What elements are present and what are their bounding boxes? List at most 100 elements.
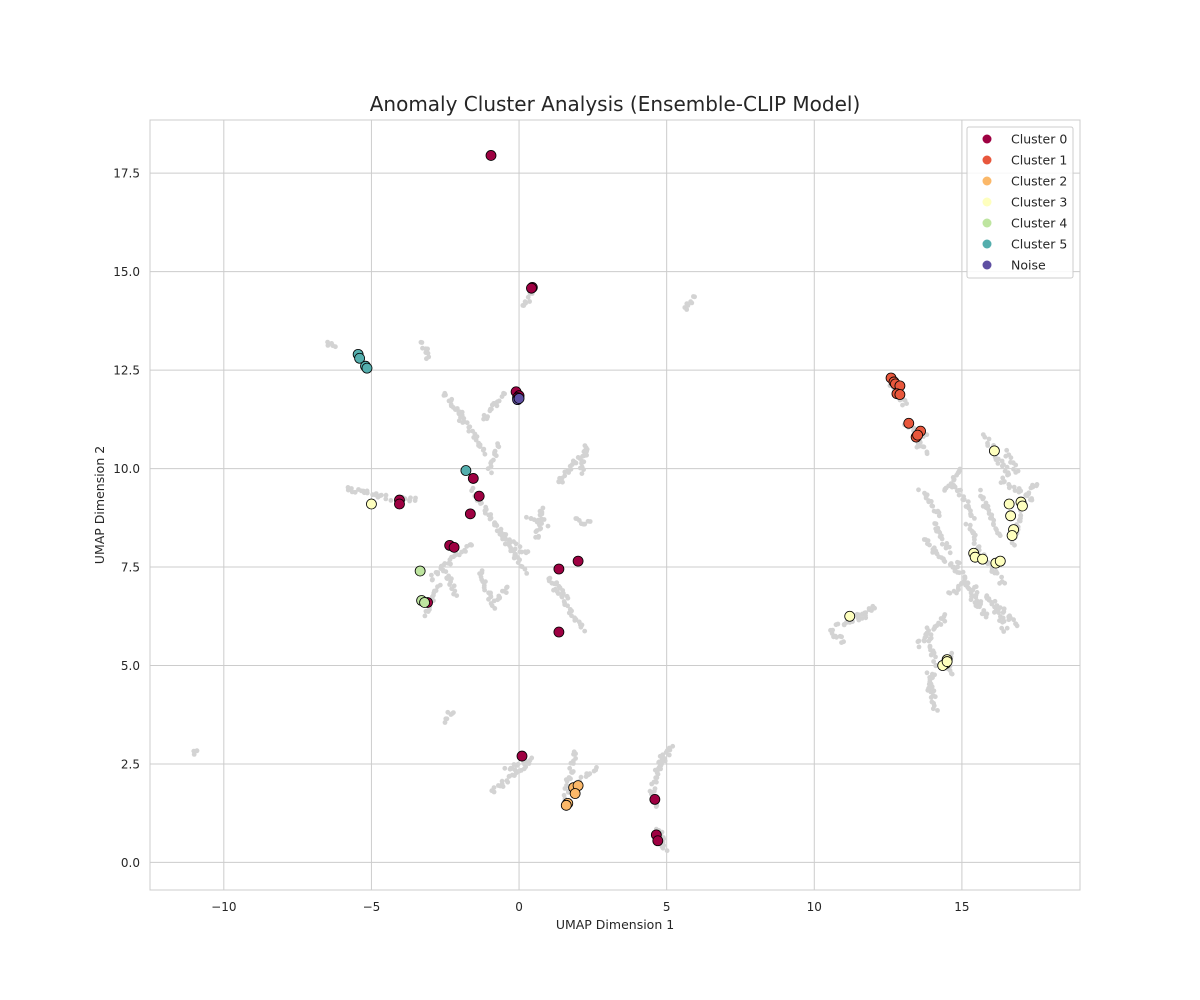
legend-marker: [982, 134, 992, 144]
cluster-point: [467, 473, 479, 484]
x-tick-label: 10: [807, 900, 822, 914]
background-point: [443, 392, 448, 398]
background-point: [963, 582, 968, 588]
background-point: [1002, 580, 1008, 586]
background-point: [524, 571, 530, 576]
background-point: [545, 523, 551, 529]
background-point: [503, 590, 509, 595]
background-point: [524, 759, 530, 765]
legend-label: Noise: [1011, 258, 1046, 273]
cluster-point: [526, 282, 537, 294]
background-point: [420, 345, 425, 351]
background-point: [924, 432, 930, 438]
cluster-point: [1006, 530, 1018, 541]
background-point: [996, 610, 1001, 615]
background-point: [955, 564, 960, 570]
background-point: [492, 450, 497, 455]
background-point: [1002, 479, 1007, 484]
background-point: [485, 414, 490, 420]
background-point: [930, 706, 936, 712]
y-tick-label: 15.0: [113, 265, 140, 279]
background-point: [479, 500, 484, 506]
background-point: [946, 544, 952, 550]
background-point: [684, 307, 690, 312]
background-point: [965, 499, 971, 505]
cluster-point: [994, 555, 1006, 567]
background-point: [442, 561, 448, 566]
background-point: [999, 574, 1004, 580]
background-point: [986, 597, 992, 603]
background-point: [435, 571, 441, 577]
background-point: [433, 588, 439, 593]
background-point: [928, 632, 934, 637]
legend-label: Cluster 5: [1011, 237, 1067, 252]
background-point: [956, 560, 962, 566]
background-point: [973, 584, 979, 590]
background-point: [578, 624, 584, 630]
background-point: [448, 561, 453, 567]
background-point: [466, 428, 472, 434]
background-point: [500, 588, 505, 594]
legend-label: Cluster 1: [1011, 153, 1067, 168]
background-point: [504, 778, 510, 783]
background-point: [692, 294, 697, 300]
background-point: [992, 598, 998, 604]
x-tick-label: 5: [663, 900, 671, 914]
background-point: [1002, 468, 1008, 474]
y-tick-label: 7.5: [121, 561, 140, 575]
background-point: [995, 456, 1001, 462]
background-point: [1013, 462, 1019, 468]
background-point: [488, 593, 494, 599]
background-point: [933, 521, 939, 527]
background-point: [447, 582, 452, 587]
background-point: [581, 453, 587, 459]
background-point: [967, 522, 973, 528]
background-point: [963, 521, 969, 527]
background-point: [1012, 488, 1018, 493]
legend-marker: [982, 176, 992, 186]
background-point: [487, 516, 493, 522]
background-point: [1026, 490, 1032, 496]
background-point: [948, 561, 954, 566]
legend: Cluster 0 Cluster 1 Cluster 2 Cluster 3 Clus…: [966, 126, 1074, 279]
background-point: [582, 628, 588, 634]
background-point: [444, 576, 450, 581]
background-point: [1001, 609, 1007, 615]
background-point: [947, 590, 953, 596]
background-point: [1014, 623, 1020, 629]
background-point: [667, 747, 673, 753]
background-point: [1006, 471, 1012, 477]
background-point: [993, 526, 999, 531]
background-point: [383, 496, 389, 502]
background-point: [536, 535, 541, 540]
legend-box: [966, 126, 1074, 279]
background-point: [1016, 489, 1022, 495]
background-point: [933, 663, 939, 669]
cluster-point: [414, 565, 426, 577]
background-point: [924, 631, 929, 637]
background-point: [930, 503, 936, 509]
cluster-point: [652, 835, 664, 847]
background-point: [469, 542, 474, 548]
background-point: [534, 528, 540, 534]
background-point: [1034, 482, 1040, 487]
background-point: [539, 509, 545, 515]
background-point: [994, 570, 1000, 576]
background-point: [972, 532, 978, 538]
background-point: [956, 492, 962, 498]
background-point: [537, 522, 542, 528]
cluster-point: [516, 750, 528, 762]
background-point: [585, 518, 591, 524]
background-point: [1004, 464, 1010, 470]
background-point: [554, 580, 560, 586]
background-point: [991, 521, 996, 527]
background-point: [834, 634, 839, 640]
background-point: [968, 597, 974, 603]
legend-marker: [982, 239, 992, 249]
background-point: [935, 708, 940, 713]
background-point: [979, 611, 985, 617]
background-point: [997, 580, 1002, 586]
background-point: [497, 595, 503, 600]
cluster-point: [485, 150, 497, 161]
cluster-point: [649, 794, 661, 805]
